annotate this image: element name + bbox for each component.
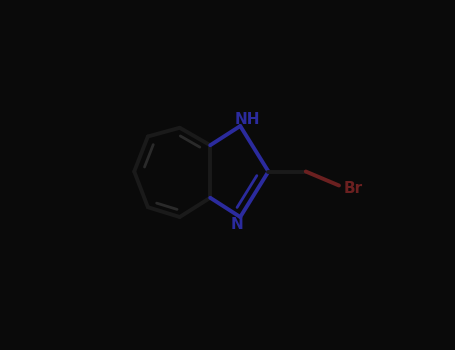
Text: Br: Br (344, 181, 363, 196)
Text: NH: NH (234, 112, 260, 127)
Text: N: N (230, 217, 243, 232)
